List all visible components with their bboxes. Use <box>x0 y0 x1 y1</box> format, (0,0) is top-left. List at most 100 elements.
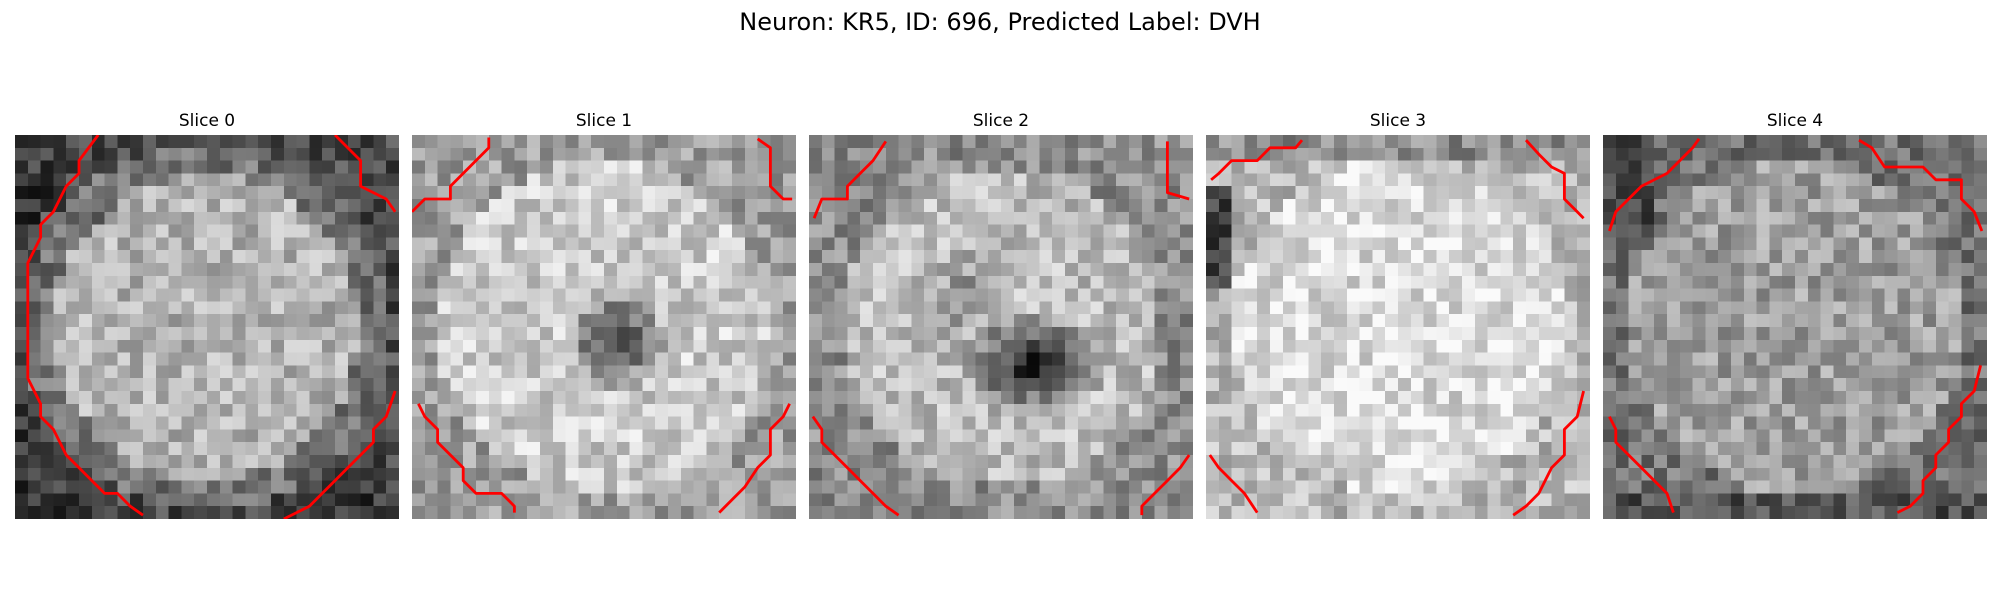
pixel <box>744 288 758 302</box>
pixel <box>15 199 29 213</box>
pixel <box>1641 327 1655 341</box>
pixel <box>693 314 707 328</box>
pixel <box>1897 365 1911 379</box>
pixel <box>1615 237 1629 251</box>
pixel <box>488 480 502 494</box>
pixel <box>783 147 796 161</box>
pixel <box>1308 506 1322 519</box>
pixel <box>885 250 899 264</box>
pixel <box>1039 263 1053 277</box>
pixel <box>1474 211 1488 225</box>
pixel <box>412 327 426 341</box>
pixel <box>1782 135 1796 149</box>
pixel <box>347 224 361 238</box>
pixel <box>386 237 399 251</box>
pixel <box>1935 403 1949 417</box>
pixel <box>1807 327 1821 341</box>
pixel <box>911 301 925 315</box>
pixel <box>1449 160 1463 174</box>
pixel <box>104 135 118 149</box>
slice-panel-1: Slice 1 <box>412 108 796 519</box>
pixel <box>1372 416 1386 430</box>
pixel <box>1654 506 1668 519</box>
pixel <box>1462 339 1476 353</box>
pixel <box>565 365 579 379</box>
pixel <box>949 493 963 507</box>
pixel <box>988 416 1002 430</box>
pixel <box>1526 365 1540 379</box>
pixel <box>1065 173 1079 187</box>
pixel <box>1526 378 1540 392</box>
pixel <box>1244 288 1258 302</box>
pixel <box>1718 403 1732 417</box>
pixel <box>1359 135 1373 149</box>
pixel <box>1679 493 1693 507</box>
pixel <box>744 416 758 430</box>
pixel <box>1807 467 1821 481</box>
pixel <box>988 224 1002 238</box>
pixel <box>437 186 451 200</box>
pixel <box>1628 199 1642 213</box>
pixel <box>1090 314 1104 328</box>
pixel <box>1423 403 1437 417</box>
pixel <box>1654 352 1668 366</box>
pixel <box>412 480 426 494</box>
pixel <box>15 288 29 302</box>
pixel <box>1257 442 1271 456</box>
pixel <box>937 442 951 456</box>
pixel <box>924 250 938 264</box>
pixel <box>1244 429 1258 443</box>
pixel <box>949 442 963 456</box>
pixel <box>1180 288 1193 302</box>
pixel <box>1385 199 1399 213</box>
pixel <box>885 352 899 366</box>
pixel <box>1705 365 1719 379</box>
pixel <box>1756 275 1770 289</box>
pixel <box>117 237 131 251</box>
pixel <box>1398 250 1412 264</box>
pixel <box>1667 237 1681 251</box>
pixel <box>283 263 297 277</box>
pixel <box>860 327 874 341</box>
pixel <box>1270 288 1284 302</box>
pixel <box>27 455 41 469</box>
pixel <box>847 391 861 405</box>
pixel <box>66 403 80 417</box>
pixel <box>1103 403 1117 417</box>
pixel <box>335 199 349 213</box>
pixel <box>1141 391 1155 405</box>
pixel <box>450 160 464 174</box>
pixel <box>1218 327 1232 341</box>
pixel <box>117 365 131 379</box>
pixel <box>1795 378 1809 392</box>
pixel <box>1052 365 1066 379</box>
pixel <box>79 506 93 519</box>
pixel <box>578 250 592 264</box>
pixel <box>1244 275 1258 289</box>
pixel <box>693 301 707 315</box>
pixel <box>668 429 682 443</box>
pixel <box>335 224 349 238</box>
pixel <box>578 263 592 277</box>
pixel <box>296 455 310 469</box>
pixel <box>501 288 515 302</box>
pixel <box>1308 301 1322 315</box>
pixel <box>412 173 426 187</box>
pixel <box>1129 263 1143 277</box>
pixel <box>1449 301 1463 315</box>
pixel <box>1257 327 1271 341</box>
pixel <box>1961 147 1975 161</box>
pixel <box>219 327 233 341</box>
pixel <box>245 199 259 213</box>
pixel <box>1077 339 1091 353</box>
pixel <box>719 442 733 456</box>
pixel <box>1679 467 1693 481</box>
pixel <box>1679 211 1693 225</box>
pixel <box>1129 467 1143 481</box>
pixel <box>104 288 118 302</box>
pixel <box>1372 480 1386 494</box>
pixel <box>476 263 490 277</box>
pixel <box>360 327 374 341</box>
pixel <box>552 135 566 149</box>
pixel <box>1884 224 1898 238</box>
